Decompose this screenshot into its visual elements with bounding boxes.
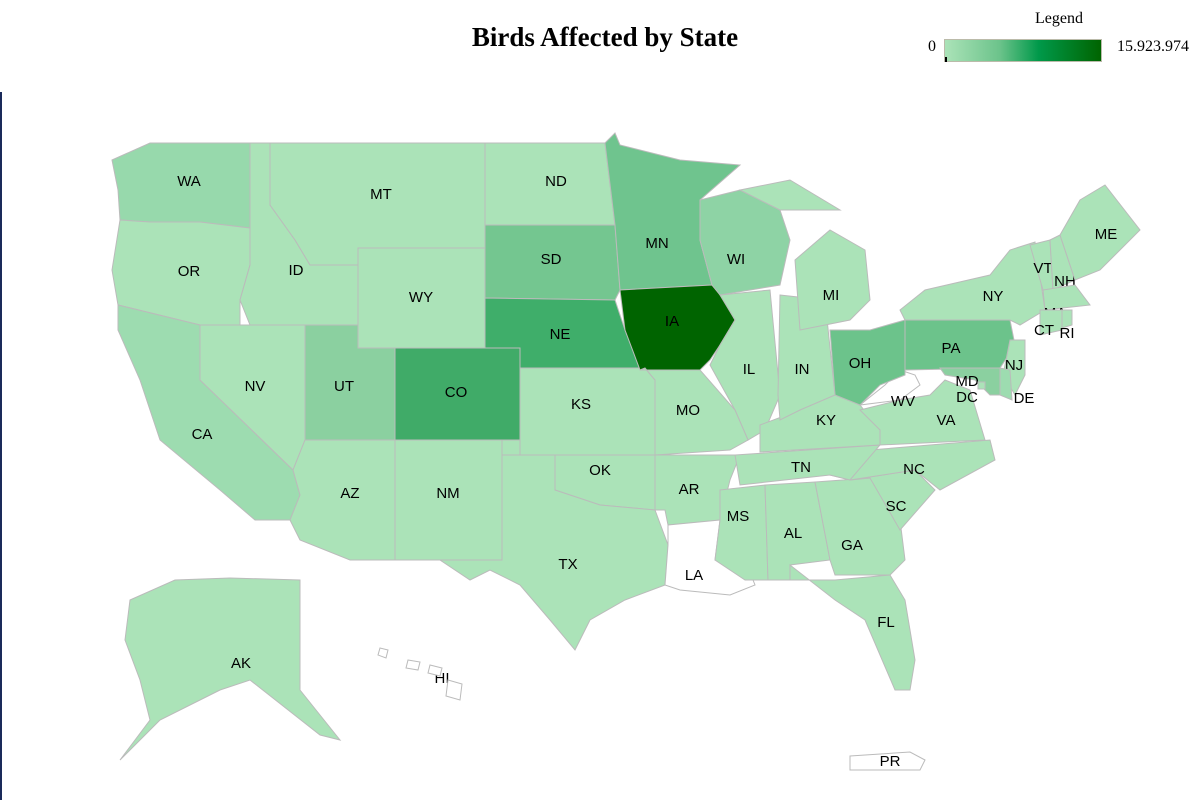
state-ma[interactable] (1042, 284, 1091, 311)
state-label-tx: TX (558, 556, 577, 573)
state-tx[interactable] (438, 454, 669, 651)
state-dc[interactable] (977, 381, 986, 390)
state-label-dc: DC (956, 389, 978, 406)
state-label-ct: CT (1034, 322, 1054, 339)
state-label-ga: GA (841, 537, 863, 554)
state-ct[interactable] (1039, 309, 1063, 336)
state-label-ak: AK (231, 655, 251, 672)
state-label-wa: WA (177, 173, 201, 190)
state-sd[interactable] (484, 224, 621, 301)
state-label-nd: ND (545, 173, 567, 190)
state-label-ut: UT (334, 378, 354, 395)
state-hi[interactable] (405, 659, 421, 671)
state-label-ar: AR (679, 481, 700, 498)
state-label-ia: IA (665, 313, 679, 330)
state-label-ny: NY (983, 288, 1004, 305)
state-mi[interactable] (738, 179, 842, 211)
state-label-il: IL (743, 361, 756, 378)
state-label-nc: NC (903, 461, 925, 478)
state-label-va: VA (937, 412, 956, 429)
state-label-id: ID (289, 262, 304, 279)
state-label-ne: NE (550, 326, 571, 343)
state-va[interactable] (859, 379, 986, 446)
legend-min-label: 0 (928, 38, 936, 55)
state-label-nm: NM (436, 485, 459, 502)
state-label-or: OR (178, 263, 201, 280)
state-label-pa: PA (942, 340, 961, 357)
state-mo[interactable] (639, 367, 749, 456)
state-label-sc: SC (886, 498, 907, 515)
state-label-mn: MN (645, 235, 668, 252)
state-label-wy: WY (409, 289, 433, 306)
state-label-co: CO (445, 384, 468, 401)
state-hi[interactable] (377, 647, 389, 659)
left-border (0, 92, 2, 800)
state-label-ks: KS (571, 396, 591, 413)
state-label-oh: OH (849, 355, 872, 372)
state-label-wi: WI (727, 251, 745, 268)
state-label-al: AL (784, 525, 802, 542)
legend-title: Legend (1035, 10, 1083, 27)
state-ri[interactable] (1061, 309, 1073, 329)
state-de[interactable] (999, 367, 1013, 401)
legend-max-label: 15.923.974 (1117, 38, 1189, 55)
state-label-me: ME (1095, 226, 1118, 243)
state-label-md: MD (955, 373, 978, 390)
legend-tick (945, 57, 947, 62)
state-me[interactable] (1059, 184, 1141, 281)
state-label-az: AZ (340, 485, 359, 502)
state-fl[interactable] (789, 563, 916, 691)
state-hi[interactable] (427, 664, 443, 677)
state-label-wv: WV (891, 393, 915, 410)
state-ak[interactable] (119, 577, 342, 761)
state-oh[interactable] (829, 319, 906, 406)
map-title: Birds Affected by State (471, 22, 739, 52)
state-label-ri: RI (1060, 325, 1075, 342)
state-label-mt: MT (370, 186, 392, 203)
state-label-ky: KY (816, 412, 836, 429)
state-label-nv: NV (245, 378, 266, 395)
state-label-mo: MO (676, 402, 700, 419)
state-label-sd: SD (541, 251, 562, 268)
state-label-tn: TN (791, 459, 811, 476)
state-label-ms: MS (727, 508, 750, 525)
state-label-in: IN (795, 361, 810, 378)
state-label-de: DE (1014, 390, 1035, 407)
state-mi[interactable] (794, 229, 871, 331)
state-label-mi: MI (823, 287, 840, 304)
state-wv[interactable] (858, 369, 921, 406)
state-label-ca: CA (192, 426, 213, 443)
state-pr[interactable] (849, 751, 926, 771)
state-ms[interactable] (714, 484, 769, 581)
state-label-vt: VT (1033, 260, 1052, 277)
state-mt[interactable] (269, 142, 486, 266)
state-ny[interactable] (899, 241, 1046, 326)
state-label-ok: OK (589, 462, 611, 479)
state-hi[interactable] (445, 679, 463, 701)
state-label-fl: FL (877, 614, 895, 631)
state-label-la: LA (685, 567, 703, 584)
legend-color-bar (944, 39, 1102, 62)
state-label-pr: PR (880, 753, 901, 770)
